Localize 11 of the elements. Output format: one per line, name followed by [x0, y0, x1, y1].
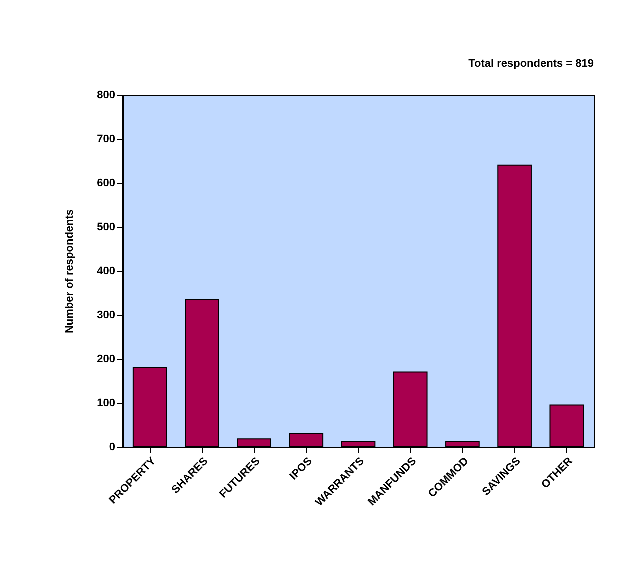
y-tick-label: 800	[97, 90, 116, 102]
y-tick-label: 200	[97, 354, 116, 366]
y-tick-label: 0	[109, 442, 116, 454]
y-tick-label: 400	[97, 266, 116, 278]
text: Total respondents = 819	[468, 58, 594, 70]
y-tick-label: 700	[97, 134, 116, 146]
y-tick-label: 100	[97, 398, 116, 410]
y-tick-label: 300	[97, 310, 116, 322]
y-tick-label: 600	[97, 178, 116, 190]
y-tick-label: 500	[97, 222, 116, 234]
y-axis-title: Number of respondents	[64, 209, 76, 334]
